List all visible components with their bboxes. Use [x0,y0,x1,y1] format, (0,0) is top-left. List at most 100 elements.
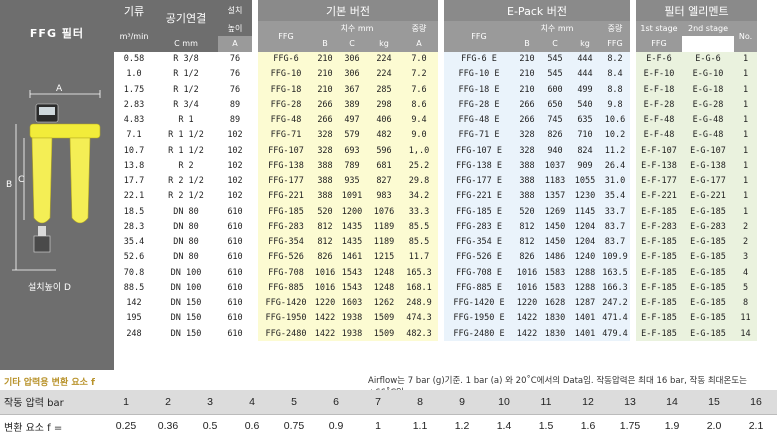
header-flow-unit: m³/min [114,21,154,52]
header-no: No. [734,21,757,52]
table-cell: 1215 [368,249,400,265]
table-cell: 266 [514,97,540,113]
table-cell: 10.6 [600,112,630,128]
table-cell: 610 [218,204,252,220]
table-row: 52.6 DN 80 610 FFG-526 826 1461 1215 11.7 FFG-52… [114,249,757,265]
spec-table: 기류 공기연결 설치 기본 버전 E-Pack 버전 필터 엘리멘트 m³/mi… [114,0,757,342]
table-cell: E-F-177 [636,173,682,189]
table-cell: 940 [540,143,570,159]
table-cell: E-G-185 [682,326,734,342]
table-cell: 474.3 [400,310,438,326]
pressure-row: 작동 압력 bar 1 2 3 4 5 6 7 8 9 10 11 12 13 14 15 16 [0,390,777,414]
pressure-value: 16 [735,390,777,414]
table-cell: FFG-107 [258,143,314,159]
pressure-value: 11 [525,390,567,414]
table-cell: 224 [368,66,400,82]
table-cell: E-F-185 [636,280,682,296]
table-cell: 9.8 [600,97,630,113]
table-cell: E-G-18 [682,82,734,98]
table-cell: 1 [734,158,757,174]
table-cell: FFG-28 E [444,97,514,113]
header-b: B [314,36,336,52]
table-cell: 545 [540,66,570,82]
table-cell: 1204 [570,234,600,250]
table-cell: E-F-185 [636,295,682,311]
table-cell: 635 [570,112,600,128]
table-cell: 210 [514,82,540,98]
table-cell: 2 [734,234,757,250]
table-cell: 1603 [336,295,368,311]
table-cell: 22.1 [114,188,154,204]
table-cell: R 1 1/2 [154,127,218,143]
table-cell: FFG-18 E [444,82,514,98]
table-cell: 52.6 [114,249,154,265]
header-dims-e: 치수 mm [514,21,600,37]
table-cell: 1240 [570,249,600,265]
factor-value: 2.0 [693,413,735,438]
table-cell: FFG-885 [258,280,314,296]
table-cell: 83.7 [600,219,630,235]
table-cell: 1037 [540,158,570,174]
table-cell: FFG-71 [258,127,314,143]
table-cell: 70.8 [114,265,154,281]
table-cell: FFG-526 E [444,249,514,265]
table-cell: 1016 [314,265,336,281]
table-cell: 102 [218,188,252,204]
pressure-value: 14 [651,390,693,414]
table-cell: R 2 1/2 [154,173,218,189]
factor-value: 0.6 [231,413,273,438]
table-cell: 5 [734,280,757,296]
table-cell: 26.4 [600,158,630,174]
table-cell: 102 [218,127,252,143]
table-cell: 210 [314,51,336,67]
table-cell: 3 [734,249,757,265]
table-cell: 388 [514,173,540,189]
factor-value: 1.5 [525,413,567,438]
factor-value: 1.75 [609,413,651,438]
table-cell: 34.2 [400,188,438,204]
factor-title: 기타 압력용 변환 요소 f [4,378,95,388]
table-cell: 25.2 [400,158,438,174]
header-c-e: C [540,36,570,52]
table-cell: DN 80 [154,234,218,250]
table-cell: E-G-185 [682,265,734,281]
table-row: 142 DN 150 610 FFG-1420 1220 1603 1262 248.9 FFG… [114,295,757,311]
table-cell: 827 [368,173,400,189]
table-cell: E-F-221 [636,188,682,204]
table-cell: 1450 [540,219,570,235]
table-cell: 88.5 [114,280,154,296]
table-cell: E-F-6 [636,51,682,67]
header-ffg: FFG [258,21,314,52]
header-weight-e: 중량 [600,21,630,37]
table-cell: 8.6 [400,97,438,113]
table-cell: 14 [734,326,757,342]
factor-row: 변환 요소 f = 0.25 0.36 0.5 0.6 0.75 0.9 1 1.1 1.2 1.… [0,413,777,438]
header-a-e: A [400,36,438,52]
table-cell: FFG-177 E [444,173,514,189]
table-cell: 482 [368,127,400,143]
table-cell: 444 [570,66,600,82]
table-cell: 389 [336,97,368,113]
table-cell: 1435 [336,234,368,250]
table-cell: 610 [218,295,252,311]
table-cell: E-G-185 [682,204,734,220]
table-cell: 1288 [570,265,600,281]
table-cell: 1220 [314,295,336,311]
table-cell: 306 [336,51,368,67]
table-cell: 11 [734,310,757,326]
table-cell: 579 [336,127,368,143]
panel-title: FFG 필터 [29,27,85,40]
table-cell: 909 [570,158,600,174]
table-cell: 33.7 [600,204,630,220]
table-cell: FFG-177 [258,173,314,189]
table-cell: 7.0 [400,51,438,67]
header-install: 설치 [218,0,252,21]
table-cell: FFG-28 [258,97,314,113]
factor-value: 0.36 [147,413,189,438]
table-row: 22.1 R 2 1/2 102 FFG-221 388 1091 983 34.2 FFG-2… [114,188,757,204]
table-cell: 224 [368,51,400,67]
table-cell: FFG-1420 E [444,295,514,311]
table-cell: 248 [114,326,154,342]
table-cell: 1938 [336,310,368,326]
table-cell: FFG-354 E [444,234,514,250]
